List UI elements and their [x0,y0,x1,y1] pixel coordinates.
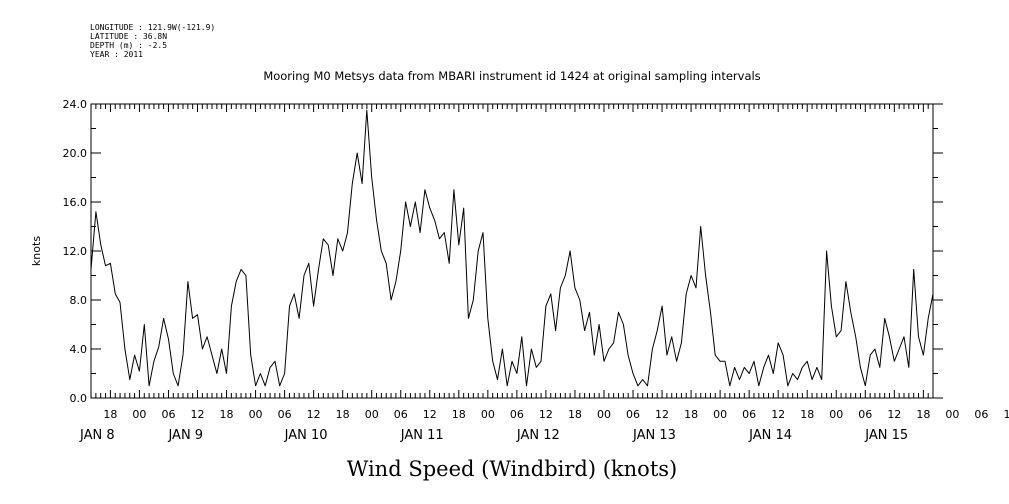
plot-frame [90,103,934,399]
x-hour-label: 06 [742,408,756,421]
y-tick-label: 8.0 [70,294,88,307]
y-tick-label: 16.0 [63,196,88,209]
x-hour-label: 00 [249,408,263,421]
y-tick-label: 4.0 [70,343,88,356]
x-hour-label: 06 [510,408,524,421]
x-day-label: JAN 15 [864,428,908,443]
header-depth: DEPTH (m) : -2.5 [90,41,167,50]
x-day-label: JAN 9 [167,428,203,443]
x-hour-label: 18 [452,408,466,421]
series-line [90,109,934,387]
y-tick-label: 24.0 [63,98,88,111]
x-hour-label: 00 [481,408,495,421]
x-axis: 18 00 06 12 18 00 06 12 18 00 06 12 18 00 06 12 18 00 06 12… [79,104,1009,443]
chart-title: Mooring M0 Metsys data from MBARI instru… [263,69,760,83]
x-hour-label: 18 [568,408,582,421]
x-hour-label: 06 [278,408,292,421]
x-hour-label: 06 [394,408,408,421]
y-tick-label: 20.0 [63,147,88,160]
x-hour-label: 18 [916,408,930,421]
x-hour-label: 12 [655,408,669,421]
x-day-label: JAN 14 [748,428,792,443]
x-hour-label: 12 [1003,408,1009,421]
x-hour-label: 00 [365,408,379,421]
x-hour-label: 00 [713,408,727,421]
x-day-label: JAN 8 [79,428,115,443]
x-hour-label: 12 [539,408,553,421]
x-hour-label: 00 [829,408,843,421]
x-hour-label: 18 [103,408,117,421]
y-tick-label: 0.0 [70,392,88,405]
header-year: YEAR : 2011 [90,50,143,59]
x-day-label: JAN 10 [284,428,328,443]
x-hour-label: 12 [190,408,204,421]
y-axis-label: knots [30,236,43,266]
x-hour-label: 12 [771,408,785,421]
header-latitude: LATITUDE : 36.8N [90,32,167,41]
x-axis-label: Wind Speed (Windbird) (knots) [347,457,677,481]
y-axis: 0.0 4.0 8.0 12.0 16.0 20.0 24.0 [63,98,943,405]
x-hour-label: 12 [423,408,437,421]
x-hour-label: 18 [684,408,698,421]
x-hour-label: 06 [858,408,872,421]
header-longitude: LONGITUDE : 121.9W(-121.9) [90,23,215,32]
x-day-label: JAN 13 [632,428,676,443]
x-hour-label: 06 [974,408,988,421]
x-hour-label: 12 [887,408,901,421]
x-hour-label: 18 [220,408,234,421]
x-day-label: JAN 12 [516,428,560,443]
x-hour-label: 18 [800,408,814,421]
x-hour-label: 00 [132,408,146,421]
y-tick-label: 12.0 [63,245,88,258]
x-hour-label: 06 [161,408,175,421]
x-hour-label: 00 [945,408,959,421]
x-hour-label: 00 [597,408,611,421]
header-info: LONGITUDE : 121.9W(-121.9) LATITUDE : 36… [90,23,215,59]
x-day-label: JAN 11 [400,428,444,443]
x-hour-label: 18 [336,408,350,421]
x-hour-label: 06 [626,408,640,421]
x-hour-label: 12 [307,408,321,421]
